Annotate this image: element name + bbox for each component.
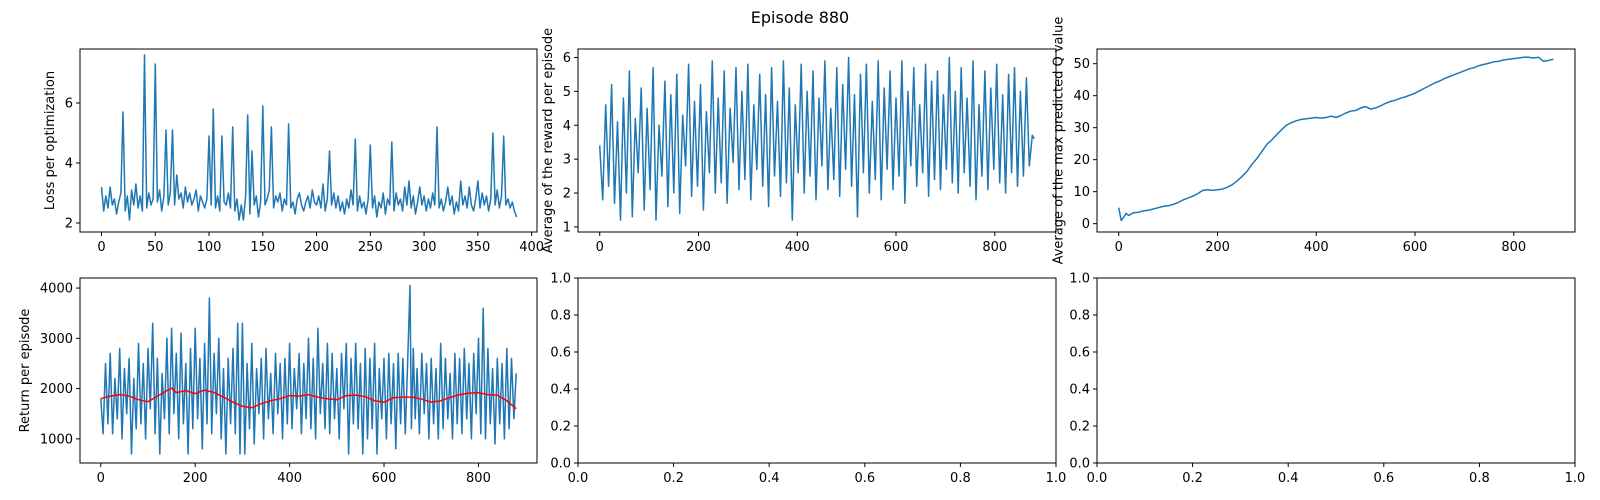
y-tick-label: 0.4 xyxy=(1069,383,1090,398)
y-tick-label: 2 xyxy=(65,217,73,232)
x-tick-label: 200 xyxy=(304,240,329,255)
y-tick-label: 0.2 xyxy=(1069,420,1090,435)
series-line-1 xyxy=(1117,56,1554,222)
y-tick-label: 0.0 xyxy=(1069,457,1090,472)
y-tick-label: 30 xyxy=(1073,121,1090,136)
x-tick-label: 50 xyxy=(147,240,164,255)
subplot-empty_5: 0.0 0.2 0.4 0.6 0.8 1.0 0.0 0.2 0.4 0.6 0.8 1.0 xyxy=(550,272,1066,487)
y-tick-label: 1000 xyxy=(40,432,73,447)
y-tick-label: 4 xyxy=(65,157,73,172)
x-tick-label: 100 xyxy=(197,240,222,255)
x-tick-label: 1.0 xyxy=(1565,471,1586,486)
x-tick-label: 0.6 xyxy=(854,471,875,486)
axes-frame xyxy=(1096,277,1576,464)
x-tick-label: 0.0 xyxy=(1087,471,1108,486)
subplot-max_q: 0 200 400 600 800 0 10 20 30 40 50 Average of the m… xyxy=(1052,17,1576,265)
y-axis-label: Average of the reward per episode xyxy=(541,28,556,253)
x-tick-label: 200 xyxy=(686,240,711,255)
x-tick-label: 0.8 xyxy=(1469,471,1490,486)
figure-title: Episode 880 xyxy=(751,8,849,27)
x-tick-label: 400 xyxy=(1304,240,1329,255)
y-tick-label: 0.4 xyxy=(550,383,571,398)
y-axis-label: Return per episode xyxy=(18,309,33,433)
y-tick-label: 40 xyxy=(1073,89,1090,104)
x-tick-label: 0.2 xyxy=(1182,471,1203,486)
y-tick-label: 3000 xyxy=(40,332,73,347)
subplot-loss: 0 50 100 150 200 250 300 350 400 2 4 6 Loss per opti… xyxy=(43,48,544,255)
x-tick-label: 600 xyxy=(884,240,909,255)
x-tick-label: 400 xyxy=(519,240,544,255)
x-tick-label: 150 xyxy=(250,240,275,255)
x-tick-label: 0 xyxy=(596,240,604,255)
x-tick-label: 300 xyxy=(412,240,437,255)
x-tick-label: 800 xyxy=(1501,240,1526,255)
x-tick-label: 200 xyxy=(183,471,208,486)
series-line-1 xyxy=(598,56,1035,221)
x-tick-label: 0.2 xyxy=(663,471,684,486)
y-tick-label: 0 xyxy=(1082,217,1090,232)
x-tick-label: 800 xyxy=(982,240,1007,255)
y-tick-label: 4 xyxy=(563,119,571,134)
y-tick-label: 5 xyxy=(563,85,571,100)
axes-frame xyxy=(79,277,538,464)
x-tick-label: 0 xyxy=(97,471,105,486)
x-tick-label: 0.8 xyxy=(950,471,971,486)
series-line-2 xyxy=(100,387,517,410)
y-tick-label: 0.8 xyxy=(550,309,571,324)
x-tick-label: 1.0 xyxy=(1046,471,1067,486)
y-tick-label: 50 xyxy=(1073,57,1090,72)
y-axis-label: Average of the max predicted Q value xyxy=(1052,17,1067,265)
y-tick-label: 1.0 xyxy=(550,272,571,287)
y-tick-label: 2000 xyxy=(40,382,73,397)
subplot-empty_6: 0.0 0.2 0.4 0.6 0.8 1.0 0.0 0.2 0.4 0.6 0.8 1.0 xyxy=(1069,272,1585,487)
axes-frame xyxy=(1096,48,1576,233)
x-tick-label: 0.0 xyxy=(568,471,589,486)
x-tick-label: 350 xyxy=(465,240,490,255)
axes-frame xyxy=(577,277,1057,464)
y-axis-label: Loss per optimization xyxy=(43,71,58,210)
x-tick-label: 250 xyxy=(358,240,383,255)
x-tick-label: 200 xyxy=(1205,240,1230,255)
series-line-1 xyxy=(100,284,517,455)
y-tick-label: 0.0 xyxy=(550,457,571,472)
y-tick-label: 6 xyxy=(563,51,571,66)
x-tick-label: 0.6 xyxy=(1373,471,1394,486)
x-tick-label: 0.4 xyxy=(1278,471,1299,486)
y-tick-label: 0.6 xyxy=(550,346,571,361)
y-tick-label: 0.6 xyxy=(1069,346,1090,361)
x-tick-label: 400 xyxy=(277,471,302,486)
axes-frame xyxy=(79,48,538,233)
y-tick-label: 2 xyxy=(563,187,571,202)
series-line-1 xyxy=(100,54,518,221)
x-tick-label: 0.4 xyxy=(759,471,780,486)
x-tick-label: 800 xyxy=(466,471,491,486)
subplot-avg_reward: 0 200 400 600 800 1 2 3 4 5 6 Average of the reward… xyxy=(541,28,1057,255)
y-tick-label: 0.2 xyxy=(550,420,571,435)
y-tick-label: 20 xyxy=(1073,153,1090,168)
x-tick-label: 400 xyxy=(785,240,810,255)
y-tick-label: 6 xyxy=(65,97,73,112)
y-tick-label: 3 xyxy=(563,153,571,168)
y-tick-label: 0.8 xyxy=(1069,309,1090,324)
y-tick-label: 4000 xyxy=(40,282,73,297)
x-tick-label: 600 xyxy=(1403,240,1428,255)
x-tick-label: 600 xyxy=(372,471,397,486)
y-tick-label: 1.0 xyxy=(1069,272,1090,287)
y-tick-label: 10 xyxy=(1073,185,1090,200)
subplot-return: 0 200 400 600 800 1000 2000 3000 4000 Return per … xyxy=(18,277,538,486)
y-tick-label: 1 xyxy=(563,220,571,235)
x-tick-label: 0 xyxy=(97,240,105,255)
x-tick-label: 0 xyxy=(1115,240,1123,255)
